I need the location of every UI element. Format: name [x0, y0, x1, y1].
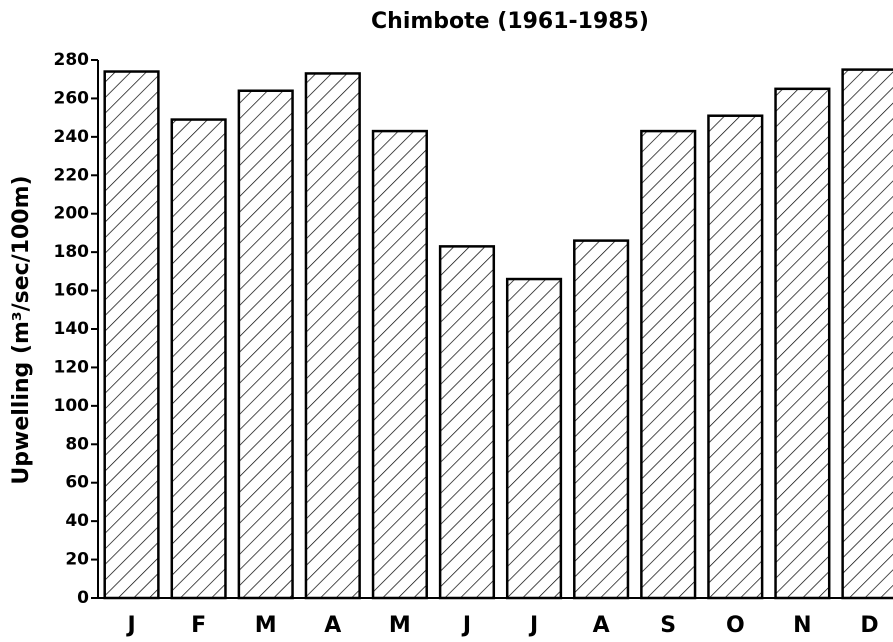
x-tick-label: J	[461, 613, 471, 638]
x-tick-label: O	[726, 613, 745, 638]
bar	[707, 114, 764, 600]
bar	[237, 89, 294, 600]
x-tick-label: S	[660, 613, 676, 638]
y-tick-label: 180	[54, 242, 90, 262]
y-tick-label: 60	[65, 473, 89, 493]
x-tick-label: A	[593, 613, 610, 638]
y-tick-label: 0	[77, 588, 89, 608]
bar	[103, 70, 160, 600]
x-tick-label: M	[389, 613, 411, 638]
x-tick-label: F	[191, 613, 206, 638]
y-tick-label: 200	[54, 204, 90, 224]
x-tick-label: A	[324, 613, 341, 638]
y-tick-label: 100	[54, 396, 90, 416]
y-axis-label: Upwelling (m³/sec/100m)	[9, 175, 34, 484]
y-tick-label: 120	[54, 357, 90, 377]
x-tick-label: J	[528, 613, 538, 638]
x-tick-label: M	[255, 613, 277, 638]
x-tick-label: N	[793, 613, 811, 638]
y-tick-label: 140	[54, 319, 90, 339]
x-tick-label: J	[125, 613, 135, 638]
y-tick-label: 280	[54, 50, 90, 70]
y-tick-label: 80	[65, 434, 89, 454]
bar	[505, 277, 563, 600]
bar	[438, 245, 496, 600]
bar	[573, 239, 630, 600]
bar	[304, 72, 361, 600]
y-tick-label: 240	[54, 127, 90, 147]
y-tick-label: 220	[54, 165, 90, 185]
y-tick-label: 40	[65, 511, 89, 531]
bar	[841, 68, 893, 600]
y-tick-label: 160	[54, 281, 90, 301]
bar	[640, 129, 697, 600]
chart-title: Chimbote (1961-1985)	[371, 9, 649, 34]
bar	[170, 118, 227, 600]
y-tick-label: 20	[65, 550, 89, 570]
bar	[774, 87, 831, 600]
x-tick-label: D	[860, 613, 878, 638]
y-tick-label: 260	[54, 88, 90, 108]
bar	[371, 129, 428, 600]
